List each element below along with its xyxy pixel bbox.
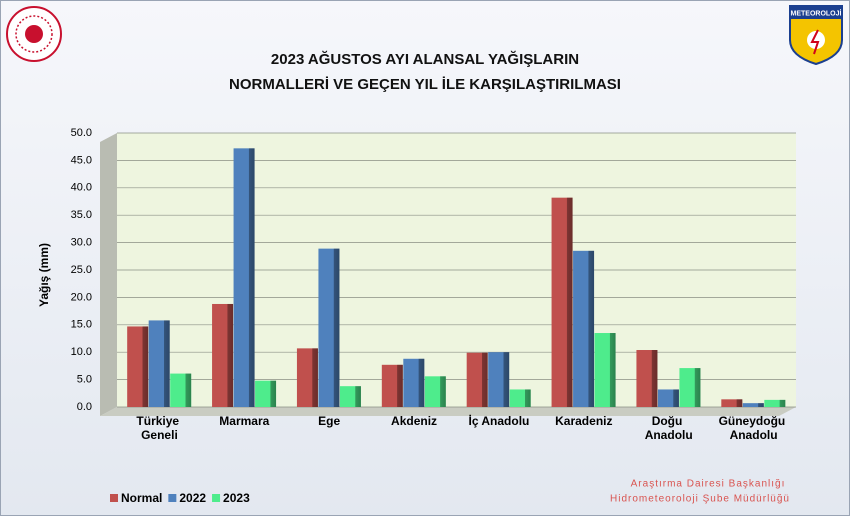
bar	[573, 250, 595, 407]
y-tick-label: 30.0	[71, 237, 92, 249]
legend-swatch	[212, 494, 221, 502]
bar-shade	[170, 373, 192, 407]
bar	[679, 368, 701, 407]
bar-shade	[339, 386, 361, 407]
bar	[742, 403, 764, 407]
footer: Araştırma Dairesi Başkanlığı	[631, 479, 786, 490]
bar-shade	[212, 303, 234, 407]
x-tick-label: Doğu Anadolu	[645, 414, 693, 442]
y-tick-label: 20.0	[71, 291, 92, 303]
bar-shade	[466, 352, 488, 407]
y-tick-label: 5.0	[77, 374, 92, 386]
bar	[509, 389, 531, 407]
bar-shade	[381, 364, 403, 407]
y-tick-label: 15.0	[71, 319, 92, 331]
legend-label: Normal	[121, 491, 162, 505]
bar-shade	[424, 376, 446, 407]
legend-label: 2022	[179, 491, 206, 505]
bar	[212, 303, 234, 407]
bar	[551, 197, 573, 407]
side-wall	[100, 133, 117, 416]
right-logo: METEOROLOJİ	[789, 5, 843, 66]
bar	[127, 326, 149, 407]
bar-shade	[657, 389, 679, 407]
y-tick-label: 40.0	[71, 182, 92, 194]
bar-shade	[127, 326, 149, 407]
bar	[424, 376, 446, 407]
bar	[594, 333, 616, 407]
y-tick-label: 50.0	[71, 127, 92, 139]
bar-shade	[318, 248, 340, 407]
y-tick-label: 25.0	[71, 264, 92, 276]
bar	[381, 364, 403, 407]
y-tick-label: 45.0	[71, 154, 92, 166]
bar-shade	[148, 320, 170, 407]
footer: Hidrometeoroloji Şube Müdürlüğü	[610, 494, 790, 505]
bar-shade	[551, 197, 573, 407]
x-tick-label: Güneydoğu Anadolu	[719, 414, 789, 442]
bar-shade	[636, 350, 658, 407]
bar-shade	[742, 403, 764, 407]
x-tick-label: İç Anadolu	[468, 413, 529, 428]
bar	[764, 399, 786, 407]
bar	[339, 386, 361, 407]
chart-title: 2023 AĞUSTOS AYI ALANSAL YAĞIŞLARIN	[271, 50, 579, 68]
x-tick-label: Karadeniz	[555, 414, 612, 428]
x-tick-label: Akdeniz	[391, 414, 437, 428]
x-tick-label: Marmara	[219, 414, 269, 428]
bar-shade	[255, 380, 277, 407]
bar	[255, 380, 277, 407]
bar-shade	[296, 348, 318, 407]
bar-shade	[403, 358, 425, 407]
x-tick-label: Ege	[318, 414, 340, 428]
x-tick-label: Türkiye Geneli	[136, 414, 182, 442]
bar	[636, 350, 658, 407]
bar-shade	[764, 399, 786, 407]
bar	[233, 148, 255, 407]
legend-label: 2023	[223, 491, 250, 505]
logo-text: METEOROLOJİ	[791, 9, 842, 17]
floor	[100, 407, 796, 416]
bar-shade	[721, 399, 743, 407]
bar-shade	[679, 368, 701, 407]
bar	[721, 399, 743, 407]
legend-swatch	[110, 494, 118, 502]
bar-shade	[573, 250, 595, 407]
bar	[318, 248, 340, 407]
bar	[296, 348, 318, 407]
bar-shade	[509, 389, 531, 407]
bar-shade	[233, 148, 255, 407]
bar-shade	[594, 333, 616, 407]
bar-shade	[488, 352, 510, 407]
bar	[148, 320, 170, 407]
bar	[403, 358, 425, 407]
bar	[466, 352, 488, 407]
y-axis-label: Yağış (mm)	[37, 243, 51, 307]
bar	[657, 389, 679, 407]
bar	[170, 373, 192, 407]
y-tick-label: 10.0	[71, 346, 92, 358]
legend-swatch	[168, 494, 177, 502]
bar	[488, 352, 510, 407]
y-tick-label: 0.0	[77, 401, 92, 413]
chart-title: NORMALLERİ VE GEÇEN YIL İLE KARŞILAŞTIRI…	[229, 76, 621, 93]
left-logo	[6, 6, 62, 62]
y-tick-label: 35.0	[71, 209, 92, 221]
